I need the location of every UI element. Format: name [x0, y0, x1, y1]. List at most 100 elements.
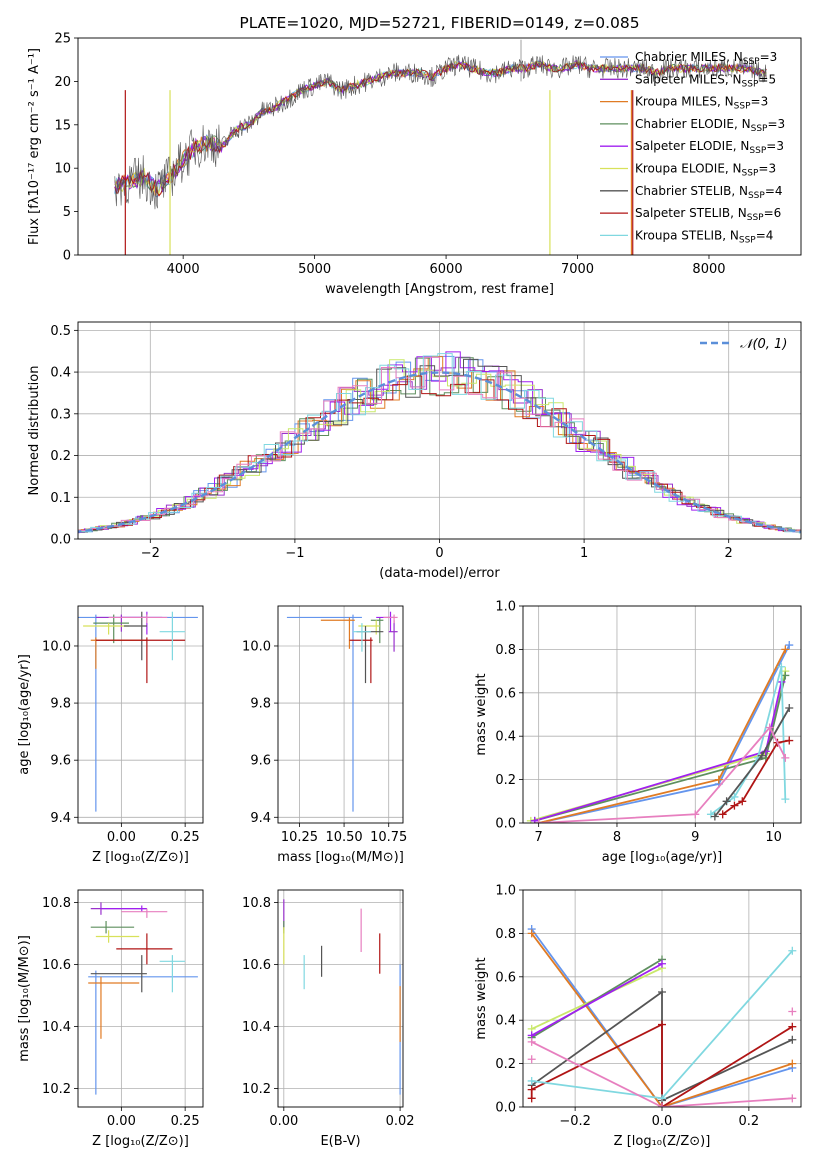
weight_vs_age-ytick-label-2: 0.4 — [495, 730, 516, 745]
residuals-xlabel: (data-model)/error — [379, 566, 500, 581]
weight_vs_age-xlabel: age [log₁₀(age/yr)] — [602, 850, 723, 865]
weight_vs_age-series-8 — [538, 725, 787, 823]
residuals-plot — [78, 351, 801, 534]
weight_vs_age-xtick-label-2: 9 — [691, 830, 699, 845]
weight_vs_age-marker-8-3 — [781, 753, 790, 762]
age_vs_mass-xtick-label-0: 10.25 — [281, 830, 318, 845]
residuals-frame — [77, 321, 802, 540]
spectrum-ytick-label-0: 0 — [63, 249, 71, 264]
spectrum-xtick-label-4: 8000 — [692, 262, 725, 277]
spectrum-legend-label-4: Salpeter ELODIE, NSSP=3 — [635, 139, 784, 156]
age_vs_mass-panel: 10.25 10.50 10.75 9.4 9.6 9.8 10.0 mass [log₁₀(… — [242, 605, 407, 865]
spectrum-legend-label-3: Chabrier ELODIE, NSSP=3 — [635, 117, 785, 134]
weight_vs_Z-marker-8-0 — [527, 1037, 536, 1046]
weight_vs_Z-series-0 — [530, 928, 793, 1107]
residuals-xtick-label-3: 1 — [580, 546, 588, 561]
weight_vs_Z-marker-8-2 — [788, 1094, 797, 1103]
spectrum-legend-label-7: Salpeter STELIB, NSSP=6 — [635, 206, 781, 223]
age_vs_mass-xtick-label-1: 10.50 — [325, 830, 362, 845]
residuals-ytick-label-2: 0.2 — [50, 449, 71, 464]
spectrum-panel: PLATE=1020, MJD=52721, FIBERID=0149, z=0… — [27, 14, 802, 297]
weight_vs_age-marker-1-2 — [781, 645, 790, 654]
age_vs_Z-xlabel: Z [log₁₀(Z/Z⊙)] — [92, 850, 189, 865]
spectrum-frame — [77, 37, 802, 256]
weight_vs_age-ytick-label-1: 0.2 — [495, 773, 516, 788]
spectrum-ytick-label-1: 5 — [63, 205, 71, 220]
spectrum-legend: Chabrier MILES, NSSP=3 Salpeter MILES, NS… — [600, 50, 785, 245]
mass_vs_EBV-ytick-label-2: 10.6 — [242, 958, 271, 973]
weight_vs_age-ytick-label-4: 0.8 — [495, 643, 516, 658]
spectrum-xtick-label-3: 7000 — [561, 262, 594, 277]
weight_vs_age-xtick-label-1: 8 — [613, 830, 621, 845]
mass_vs_Z-plot — [88, 902, 198, 1095]
mass_vs_EBV-ytick-label-3: 10.8 — [242, 896, 271, 911]
residuals-xtick-label-0: −2 — [141, 546, 160, 561]
age_vs_mass-frame — [277, 605, 404, 824]
weight_vs_age-marker-8-1 — [691, 810, 700, 819]
weight_vs_Z-series-4 — [531, 963, 663, 1037]
age_vs_Z-ytick-label-2: 9.8 — [50, 697, 71, 712]
residuals-ytick-label-0: 0.0 — [50, 533, 71, 548]
age_vs_mass-ytick-label-1: 9.6 — [250, 754, 271, 769]
weight_vs_age-xtick-label-3: 10 — [765, 830, 782, 845]
mass_vs_Z-ytick-label-3: 10.8 — [42, 896, 71, 911]
spectrum-xtick-label-2: 6000 — [430, 262, 463, 277]
weight_vs_Z-marker-7-1 — [658, 1094, 666, 1103]
spectrum-legend-label-0: Chabrier MILES, NSSP=3 — [635, 50, 777, 67]
weight_vs_Z-series-1 — [530, 932, 793, 1107]
weight_vs_age-marker-4-0 — [530, 816, 539, 823]
weight_vs_age-series-4 — [534, 681, 783, 822]
residuals-hist-4 — [78, 351, 801, 533]
weight_vs_Z-marker-5-3 — [788, 1035, 797, 1044]
age_vs_mass-ytick-label-0: 9.4 — [250, 811, 271, 826]
weight_vs_Z-ylabel: mass weight — [474, 957, 489, 1039]
weight_vs_Z-extra-marker-1 — [527, 1055, 536, 1064]
spectrum-ylabel: Flux [fλ10⁻¹⁷ erg cm⁻² s⁻¹ A⁻¹] — [27, 48, 42, 245]
mass_vs_Z-xtick-label-0: 0.00 — [107, 1114, 136, 1129]
mass_vs_EBV-panel: 0.00 0.02 10.2 10.4 10.6 10.8 E(B-V) — [242, 889, 415, 1149]
spectrum-plot — [114, 39, 767, 255]
weight_vs_Z-series-3 — [531, 958, 663, 1039]
residuals-ytick-label-1: 0.1 — [50, 491, 71, 506]
age_vs_mass-ytick-label-2: 9.8 — [250, 697, 271, 712]
age_vs_mass-ytick-label-3: 10.0 — [242, 639, 271, 654]
weight_vs_age-ylabel: mass weight — [474, 673, 489, 755]
weight_vs_age-series-3 — [534, 675, 787, 822]
spectrum-legend-label-8: Kroupa STELIB, NSSP=4 — [635, 228, 773, 245]
mass_vs_EBV-xtick-label-1: 0.02 — [386, 1114, 415, 1129]
weight_vs_Z-xtick-label-1: 0.0 — [652, 1114, 673, 1129]
spectrum-series-5 — [114, 59, 767, 194]
weight_vs_age-marker-8-2 — [765, 723, 774, 732]
weight_vs_Z-marker-1-0 — [527, 929, 536, 938]
mass_vs_Z-xtick-label-1: 0.25 — [171, 1114, 200, 1129]
residuals-xtick-label-4: 2 — [725, 546, 733, 561]
spectrum-legend-label-5: Kroupa ELODIE, NSSP=3 — [635, 162, 776, 179]
weight_vs_Z-marker-6-0 — [527, 1094, 536, 1103]
weight_vs_Z-plot — [527, 925, 797, 1107]
weight_vs_Z-marker-6-4 — [788, 1022, 797, 1031]
age_vs_Z-ytick-label-0: 9.4 — [50, 811, 71, 826]
residuals-ylabel: Normed distribution — [27, 366, 42, 496]
weight_vs_Z-ytick-label-4: 0.8 — [495, 927, 516, 942]
weight_vs_age-plot — [526, 641, 794, 823]
age_vs_Z-frame — [77, 605, 204, 824]
age_vs_Z-plot — [78, 611, 198, 812]
weight_vs_Z-panel: −0.2 0.0 0.2 0.0 0.2 0.4 0.6 0.8 1.0 Z [log₁₀(Z/Z… — [474, 884, 802, 1149]
weight_vs_age-series-6 — [714, 707, 791, 818]
spectrum-ytick-label-5: 25 — [54, 32, 71, 47]
mass_vs_EBV-frame — [277, 889, 404, 1108]
age_vs_mass-plot — [286, 611, 398, 812]
mass_vs_Z-ytick-label-1: 10.4 — [42, 1020, 71, 1035]
mass_vs_EBV-ytick-label-0: 10.2 — [242, 1082, 271, 1097]
age_vs_Z-ytick-label-1: 9.6 — [50, 754, 71, 769]
residuals-legend-label: 𝒩(0, 1) — [740, 337, 787, 352]
spectrum-ytick-label-3: 15 — [54, 118, 71, 133]
weight_vs_Z-ytick-label-0: 0.0 — [495, 1101, 516, 1116]
weight_vs_Z-marker-1-2 — [788, 1059, 797, 1068]
residuals-xtick-label-2: 0 — [435, 546, 443, 561]
weight_vs_age-marker-5-4 — [781, 795, 790, 804]
weight_vs_age-marker-6-1 — [722, 797, 731, 806]
weight_vs_age-frame — [522, 605, 802, 824]
spectrum-series-6 — [114, 54, 767, 210]
age_vs_mass-xlabel: mass [log₁₀(M/M⊙)] — [277, 850, 404, 865]
